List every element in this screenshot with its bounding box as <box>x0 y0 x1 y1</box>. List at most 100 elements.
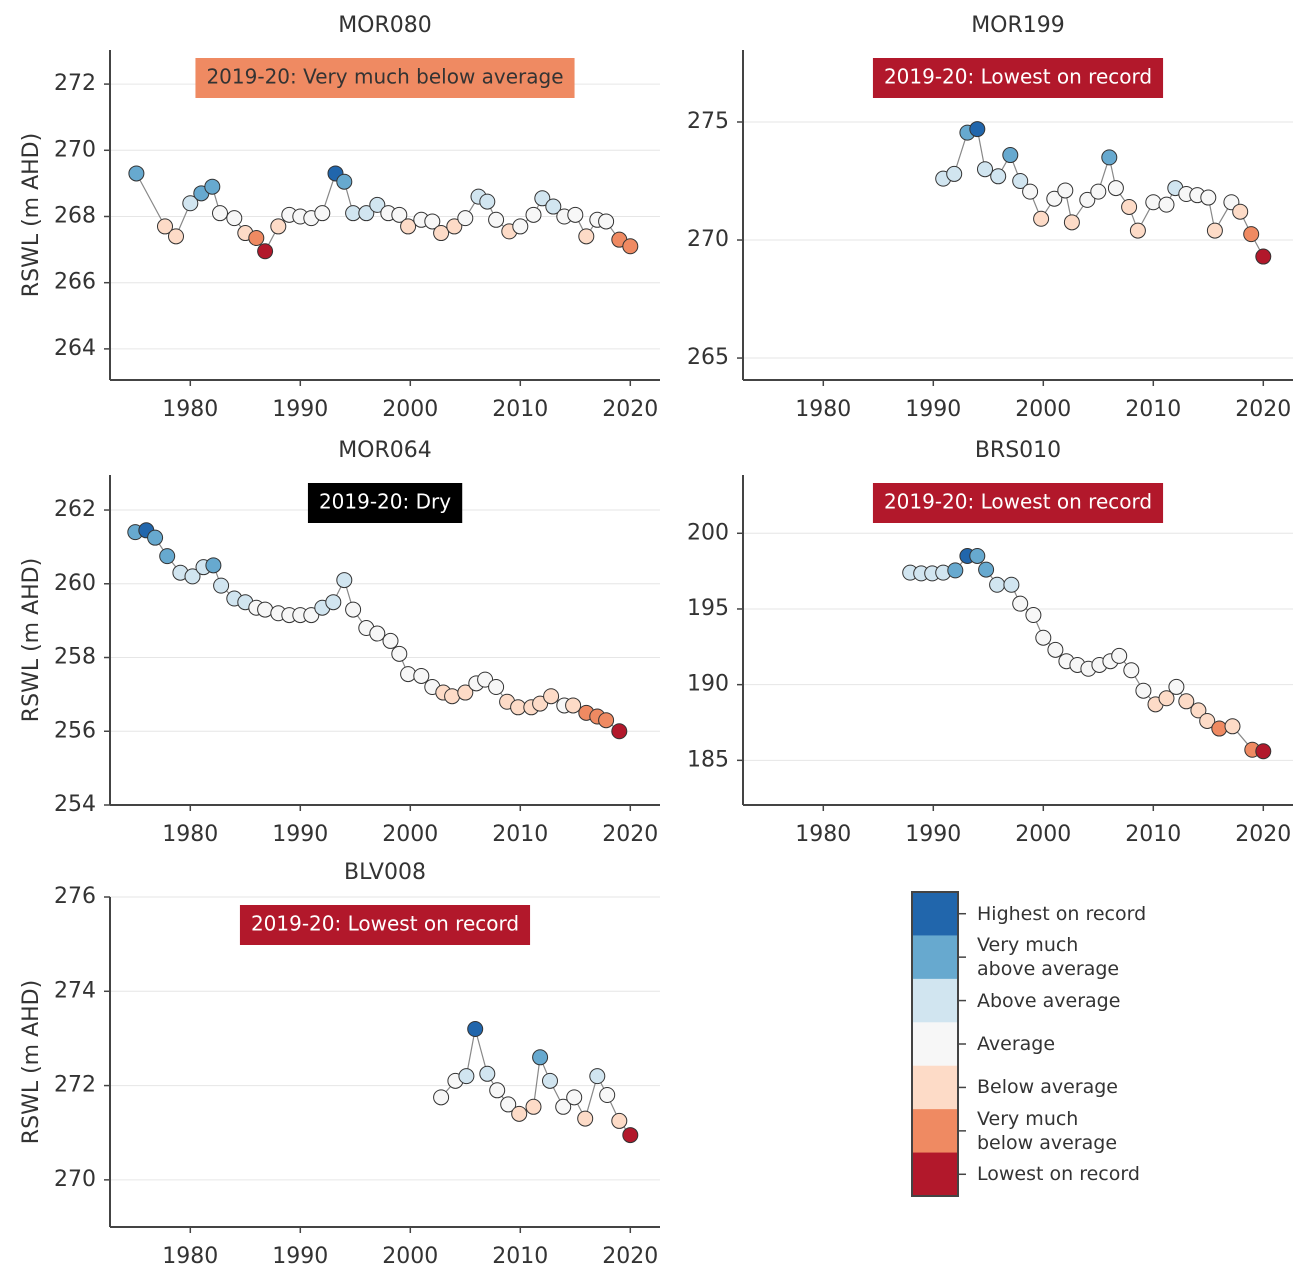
legend-label: Highest on record <box>977 902 1147 925</box>
point <box>391 645 408 662</box>
legend-label: Very much below average <box>977 1107 1118 1154</box>
point <box>1158 196 1175 213</box>
point <box>978 561 995 578</box>
point <box>1178 693 1195 710</box>
legend-swatch <box>912 892 958 936</box>
point <box>325 594 342 611</box>
point <box>147 529 164 546</box>
x-tick-label: 1980 <box>162 1244 218 1268</box>
point <box>525 206 542 223</box>
annotation: 2019-20: Very much below average <box>195 58 575 98</box>
point <box>599 1087 616 1103</box>
point <box>1224 718 1241 735</box>
x-tick-label: 1990 <box>272 822 328 847</box>
annotation: 2019-20: Dry <box>307 483 463 523</box>
point <box>382 632 399 649</box>
panel-title: BRS010 <box>975 438 1061 463</box>
point <box>1200 189 1217 206</box>
point <box>1035 629 1052 646</box>
point <box>1012 173 1029 190</box>
point <box>532 695 549 712</box>
point <box>446 218 463 235</box>
x-tick-label: 1990 <box>272 1244 328 1268</box>
point <box>1022 183 1039 200</box>
annotation: 2019-20: Lowest on record <box>239 905 531 945</box>
x-tick-label: 2020 <box>1235 822 1291 847</box>
point <box>1255 248 1272 265</box>
y-tick-label: 264 <box>54 336 96 361</box>
point <box>545 198 562 215</box>
point <box>947 562 964 579</box>
point <box>990 168 1007 185</box>
point <box>1255 743 1272 760</box>
x-tick-label: 2010 <box>492 822 548 847</box>
x-tick-label: 2010 <box>492 397 548 422</box>
y-tick-label: 258 <box>54 645 96 670</box>
point <box>1090 183 1107 200</box>
point <box>534 190 551 207</box>
point <box>598 712 615 729</box>
point <box>969 547 986 564</box>
point <box>226 210 243 227</box>
legend-label: Below average <box>977 1076 1118 1099</box>
point <box>336 173 353 190</box>
point <box>1012 595 1029 612</box>
point <box>1243 226 1260 243</box>
point <box>479 1065 496 1082</box>
x-tick-label: 1980 <box>162 822 218 847</box>
point <box>424 213 441 230</box>
y-axis-label: RSWL (m AHD) <box>19 558 44 722</box>
y-tick-label: 256 <box>54 718 96 743</box>
x-tick-label: 2020 <box>1235 397 1291 422</box>
y-tick-label: 270 <box>54 137 96 162</box>
x-tick-label: 1980 <box>162 397 218 422</box>
annotation: 2019-20: Lowest on record <box>872 483 1164 523</box>
y-tick-label: 276 <box>54 884 96 909</box>
point <box>433 225 450 242</box>
legend-label: Average <box>977 1033 1056 1055</box>
point <box>500 1096 517 1113</box>
panel-title: BLV008 <box>344 860 426 885</box>
y-axis-label: RSWL (m AHD) <box>19 133 44 297</box>
point <box>511 1105 528 1122</box>
legend-swatch <box>912 1152 958 1197</box>
point <box>567 206 584 223</box>
y-tick-label: 254 <box>54 792 96 817</box>
x-tick-label: 2000 <box>1015 397 1071 422</box>
point <box>489 1082 506 1099</box>
point <box>488 679 505 696</box>
legend-swatch <box>912 1065 958 1110</box>
point <box>467 1021 484 1037</box>
point <box>314 205 331 222</box>
legend-swatch <box>912 978 958 1023</box>
point <box>1033 210 1050 227</box>
point <box>1168 678 1185 695</box>
point <box>1135 682 1152 699</box>
y-axis-label: RSWL (m AHD) <box>19 980 44 1144</box>
y-tick-label: 270 <box>687 227 729 252</box>
x-tick-label: 1990 <box>272 397 328 422</box>
point <box>1121 198 1138 215</box>
annotation-text: 2019-20: Lowest on record <box>251 912 519 936</box>
point <box>565 697 582 714</box>
annotation-box <box>872 483 1164 523</box>
point <box>1158 690 1175 707</box>
panel-title: MOR064 <box>338 438 432 463</box>
x-tick-label: 2000 <box>382 822 438 847</box>
x-tick-label: 2020 <box>602 822 658 847</box>
y-tick-label: 185 <box>687 747 729 772</box>
point <box>1129 222 1146 239</box>
point <box>336 572 353 589</box>
point <box>458 1068 475 1085</box>
point <box>1003 576 1020 593</box>
point <box>1063 214 1080 231</box>
point <box>1002 147 1019 164</box>
y-tick-label: 268 <box>54 203 96 228</box>
x-tick-label: 1980 <box>795 397 851 422</box>
point <box>532 1049 549 1066</box>
x-tick-label: 2000 <box>382 397 438 422</box>
point <box>400 218 417 235</box>
point <box>1211 720 1228 737</box>
point <box>1079 191 1096 208</box>
